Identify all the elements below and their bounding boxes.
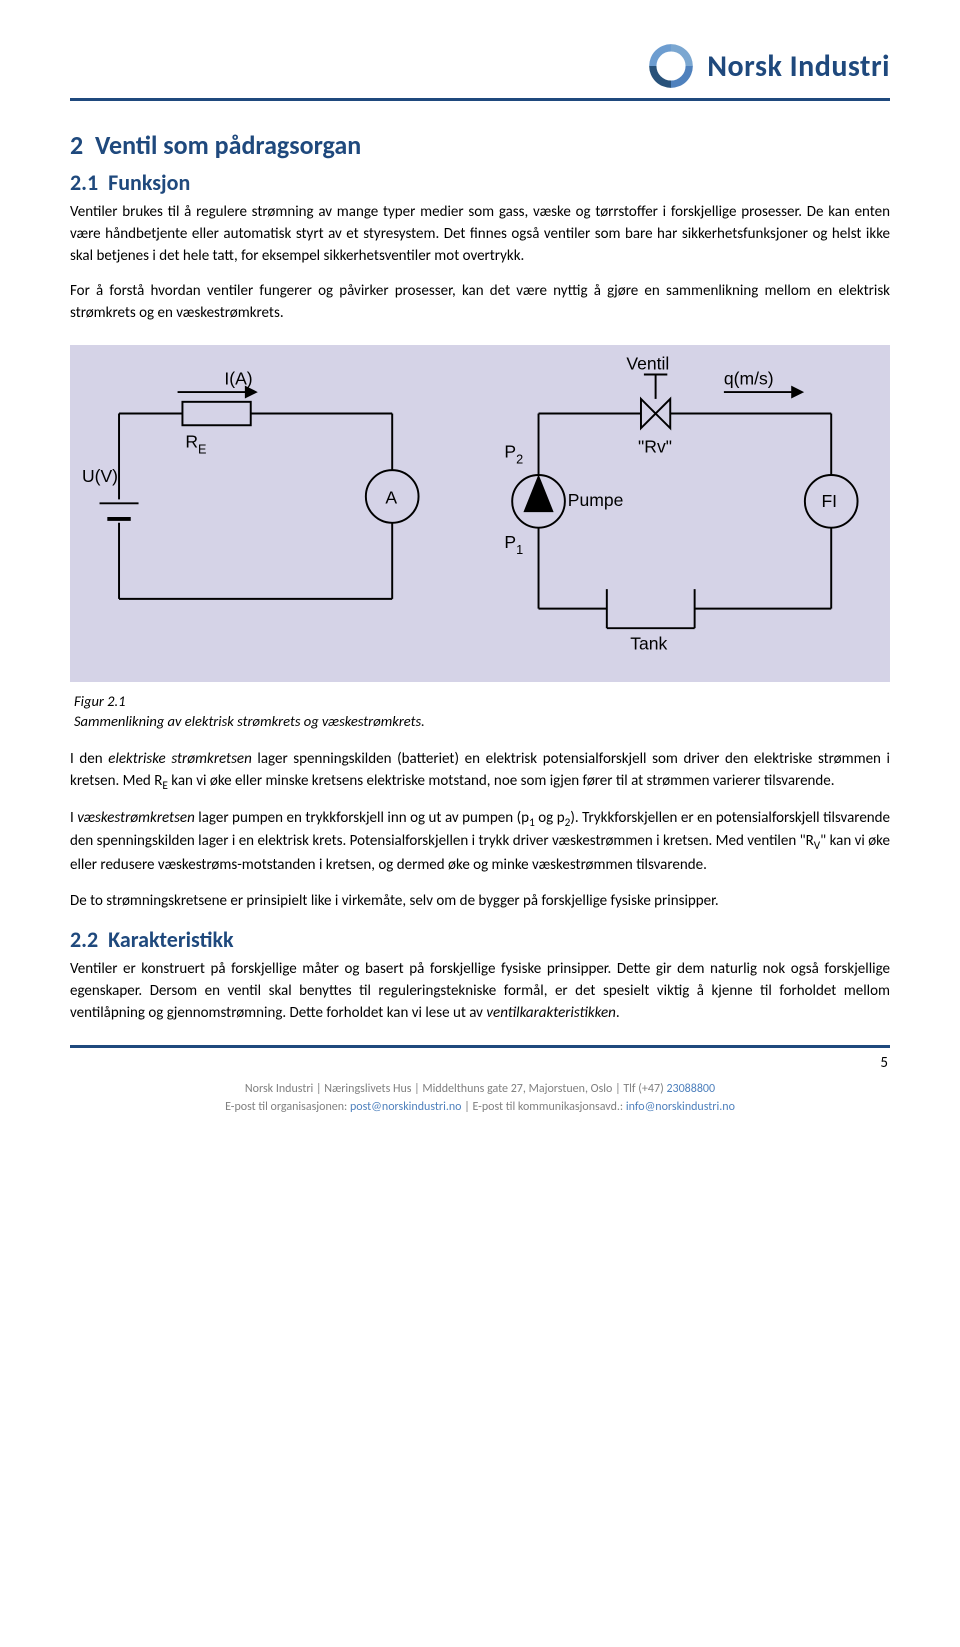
label-A: A: [385, 487, 397, 507]
brand-name: Norsk Industri: [707, 48, 890, 85]
header-rule: [70, 98, 890, 101]
figure-caption: Figur 2.1 Sammenlikning av elektrisk str…: [74, 692, 890, 731]
footer: Norsk Industri | Næringslivets Hus | Mid…: [70, 1072, 890, 1136]
subsection-heading: 2.1 Funksjon: [70, 169, 890, 196]
circuit-diagram-svg: I(A) RE U(V) A Ventil q(m/s) "Rv" P2 Pum…: [80, 355, 880, 667]
label-P2: P2: [504, 441, 523, 466]
footer-rule: [70, 1045, 890, 1048]
page-number: 5: [70, 1054, 890, 1072]
header: Norsk Industri: [70, 40, 890, 92]
label-Tank: Tank: [630, 633, 667, 653]
logo-swirl-icon: [645, 40, 697, 92]
paragraph: De to strømningskretsene er prinsipielt …: [70, 891, 890, 913]
label-FI: FI: [821, 491, 837, 511]
section-heading: 2 Ventil som pådragsorgan: [70, 129, 890, 161]
paragraph: I den elektriske strømkretsen lager spen…: [70, 749, 890, 794]
label-Rv: "Rv": [638, 436, 672, 456]
label-Ventil: Ventil: [626, 355, 669, 374]
label-Re: RE: [185, 431, 206, 456]
label-U: U(V): [82, 466, 118, 486]
label-P1: P1: [504, 532, 523, 557]
paragraph: For å forstå hvordan ventiler fungerer o…: [70, 281, 890, 325]
paragraph: Ventiler er konstruert på forskjellige m…: [70, 959, 890, 1024]
brand-logo: Norsk Industri: [645, 40, 890, 92]
paragraph: I væskestrømkretsen lager pumpen en tryk…: [70, 808, 890, 876]
subsection-heading: 2.2 Karakteristikk: [70, 926, 890, 953]
label-q: q(m/s): [724, 368, 774, 388]
figure-2-1: I(A) RE U(V) A Ventil q(m/s) "Rv" P2 Pum…: [70, 345, 890, 682]
paragraph: Ventiler brukes til å regulere strømning…: [70, 202, 890, 267]
label-I: I(A): [224, 368, 252, 388]
label-Pumpe: Pumpe: [568, 490, 624, 510]
